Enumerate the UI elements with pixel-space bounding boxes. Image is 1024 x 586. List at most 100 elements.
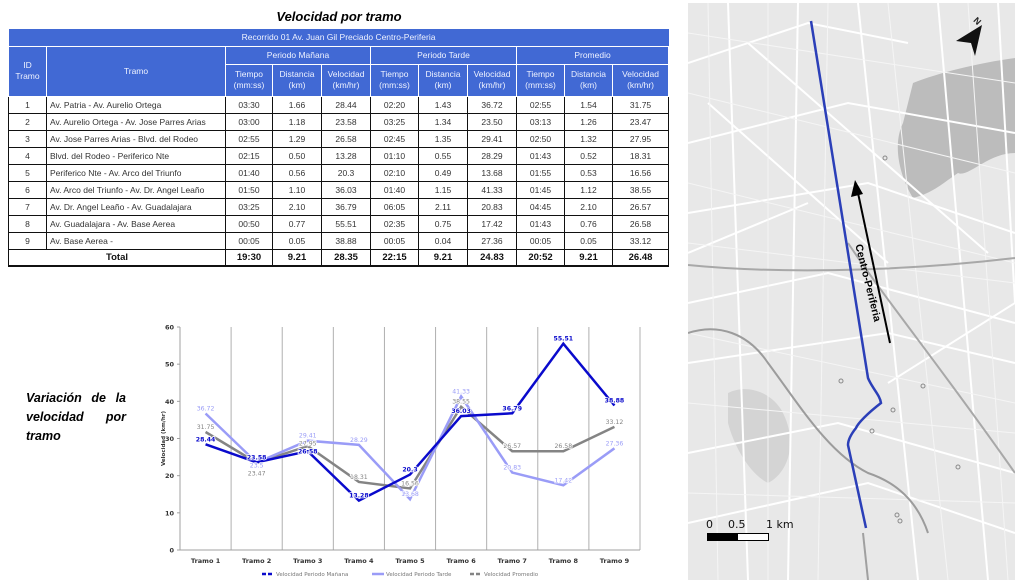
cell-t_v: 17.42	[467, 214, 517, 233]
cell-t_t: 01:10	[370, 146, 419, 165]
speed-table: Recorrido 01 Av. Juan Gil Preciado Centr…	[8, 29, 670, 267]
total-m_t: 19:30	[225, 248, 273, 267]
cell-id: 9	[8, 231, 47, 250]
cell-t_d: 1.35	[418, 129, 468, 148]
cell-m_d: 0.50	[272, 146, 322, 165]
table-title: Velocidad por tramo	[276, 9, 402, 24]
map-poi-markers	[838, 155, 961, 524]
cell-p_t: 02:55	[516, 95, 565, 114]
cell-t_d: 0.75	[418, 214, 468, 233]
cell-t_v: 23.50	[467, 112, 517, 131]
cell-m_t: 02:15	[225, 146, 273, 165]
cell-m_v: 13.28	[321, 146, 371, 165]
cell-m_v: 20.3	[321, 163, 371, 182]
cell-id: 2	[8, 112, 47, 131]
legend-label-1: Velocidad Periodo Tarde	[386, 572, 452, 578]
cell-t_v: 20.83	[467, 197, 517, 216]
river	[688, 328, 929, 534]
direction-arrowhead-icon	[851, 180, 863, 197]
table-row: 5 Periferico Nte - Av. Arco del Triunfo 01…	[8, 163, 670, 182]
y-tick-label: 40	[165, 398, 175, 406]
cell-t_t: 02:20	[370, 95, 419, 114]
cell-t_v: 13.68	[467, 163, 517, 182]
cell-p_d: 2.10	[564, 197, 613, 216]
table-row: 7 Av. Dr. Angel Leaño - Av. Guadalajara 03…	[8, 197, 670, 216]
route-title: Recorrido 01 Av. Juan Gil Preciado Centr…	[8, 29, 669, 47]
x-tick-label: Tramo 6	[446, 557, 476, 565]
data-label: 17.42	[554, 477, 572, 484]
y-tick-label: 0	[169, 547, 174, 555]
cell-id: 7	[8, 197, 47, 216]
data-label: 23.47	[248, 470, 266, 477]
cell-id: 1	[8, 95, 47, 114]
data-label: 26.58	[298, 449, 318, 456]
chart-side-title-line: tramo	[26, 429, 61, 443]
col-header-id: ID Tramo	[8, 45, 47, 97]
cell-t_v: 36.72	[467, 95, 517, 114]
cell-tramo: Blvd. del Rodeo - Periferico Nte	[46, 146, 226, 165]
cell-p_v: 16.56	[611, 163, 670, 182]
cell-m_v: 36.79	[321, 197, 371, 216]
cell-p_d: 1.54	[564, 95, 613, 114]
road-south	[862, 532, 869, 580]
minor-streets	[688, 3, 1015, 580]
legend-label-0: Velocidad Periodo Mañana	[276, 572, 348, 578]
sub-header-distancia-promedio: Distancia (km)	[564, 63, 613, 97]
series-line-1	[204, 393, 616, 502]
cell-tramo: Av. Dr. Angel Leaño - Av. Guadalajara	[46, 197, 226, 216]
x-tick-label: Tramo 2	[242, 557, 271, 565]
data-label: 18.31	[350, 474, 368, 481]
scale-label-1km: 1 km	[766, 518, 794, 531]
sub-header-tiempo-tarde: Tiempo (mm:ss)	[370, 63, 419, 97]
total-label: Total	[8, 248, 226, 267]
table-row: 8 Av. Guadalajara - Av. Base Aerea 00:50 0.…	[8, 214, 670, 233]
cell-id: 6	[8, 180, 47, 199]
data-label: 28.44	[196, 436, 216, 443]
cell-m_t: 00:05	[225, 231, 273, 250]
cell-t_t: 03:25	[370, 112, 419, 131]
y-tick-label: 60	[165, 324, 175, 332]
col-header-tramo: Tramo	[46, 45, 226, 97]
cell-p_v: 31.75	[611, 95, 670, 114]
direction-arrow-line	[857, 192, 891, 344]
map-canvas	[688, 3, 1015, 580]
series-line-0	[205, 341, 616, 503]
cell-tramo: Av. Arco del Triunfo - Av. Dr. Angel Lea…	[46, 180, 226, 199]
data-label: 33.12	[606, 419, 624, 426]
data-label: 27.95	[299, 441, 317, 448]
scale-label-half: 0.5	[728, 518, 746, 531]
sub-header-velocidad-promedio: Velocidad (km/hr)	[611, 63, 670, 97]
cell-p_d: 0.05	[564, 231, 613, 250]
sub-header-velocidad-tarde: Velocidad (km/hr)	[467, 63, 517, 97]
cell-id: 5	[8, 163, 47, 182]
cell-p_t: 02:50	[516, 129, 565, 148]
cell-id: 4	[8, 146, 47, 165]
cell-p_t: 00:05	[516, 231, 565, 250]
speed-line-chart: 0 10 20 30 40 50 60 Velocidad (km/hr) Tramo 1 Tra…	[161, 324, 641, 578]
cell-m_d: 0.56	[272, 163, 322, 182]
total-p_v: 26.48	[611, 248, 670, 267]
data-label: 23.58	[247, 454, 267, 461]
data-label: 16.56	[401, 480, 419, 487]
cell-p_d: 0.53	[564, 163, 613, 182]
y-tick-label: 50	[165, 361, 175, 369]
data-label: 20.3	[402, 467, 417, 474]
cell-p_v: 27.95	[611, 129, 670, 148]
sub-header-tiempo-manana: Tiempo (mm:ss)	[225, 63, 273, 97]
cell-m_d: 2.10	[272, 197, 322, 216]
total-p_t: 20:52	[516, 248, 565, 267]
data-label: 28.29	[350, 437, 368, 444]
sub-header-velocidad-manana: Velocidad (km/hr)	[321, 63, 371, 97]
data-label: 27.36	[606, 440, 624, 447]
cell-m_d: 0.05	[272, 231, 322, 250]
cell-tramo: Periferico Nte - Av. Arco del Triunfo	[46, 163, 226, 182]
total-t_t: 22:15	[370, 248, 419, 267]
cell-id: 3	[8, 129, 47, 148]
table-row: 6 Av. Arco del Triunfo - Av. Dr. Angel Le…	[8, 180, 670, 199]
north-arrow-icon	[956, 25, 982, 56]
data-label: 23.5	[250, 462, 264, 469]
chart-side-title-line: Variación de la	[26, 391, 126, 405]
sub-header-distancia-manana: Distancia (km)	[272, 63, 322, 97]
cell-t_d: 1.15	[418, 180, 468, 199]
cell-p_v: 26.58	[611, 214, 670, 233]
